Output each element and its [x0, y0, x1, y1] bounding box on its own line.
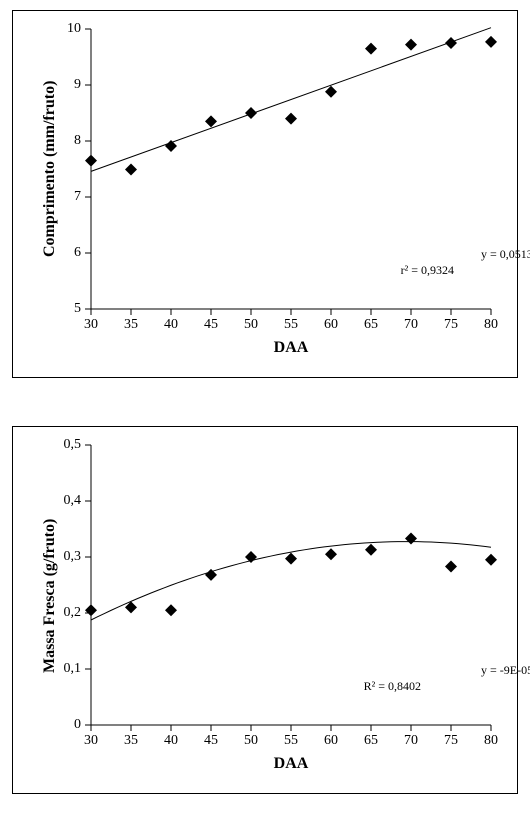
x-tick-label: 45 [204, 733, 218, 749]
x-tick-label: 45 [204, 317, 218, 333]
x-tick-label: 35 [124, 733, 138, 749]
r-squared-text: r² = 0,9324 [401, 263, 454, 278]
y-tick-label: 7 [74, 189, 81, 205]
x-tick-label: 70 [404, 317, 418, 333]
chart-svg [91, 445, 491, 725]
x-tick-label: 40 [164, 317, 178, 333]
y-tick-label: 9 [74, 77, 81, 93]
y-tick-label: 0,5 [64, 437, 82, 453]
x-tick-label: 55 [284, 317, 298, 333]
x-tick-label: 60 [324, 733, 338, 749]
x-tick-label: 65 [364, 317, 378, 333]
y-tick-label: 5 [74, 301, 81, 317]
plot-area [91, 445, 491, 725]
x-axis-title: DAA [274, 755, 309, 773]
x-tick-label: 30 [84, 317, 98, 333]
y-tick-label: 0,2 [64, 605, 82, 621]
chart-comprimento: Comprimento (mm/fruto) DAA y = 0,0513x +… [12, 10, 518, 378]
x-tick-label: 80 [484, 317, 498, 333]
x-tick-label: 55 [284, 733, 298, 749]
y-axis-title: Comprimento (mm/fruto) [41, 81, 59, 257]
x-tick-label: 35 [124, 317, 138, 333]
x-tick-label: 75 [444, 317, 458, 333]
chart-massa-fresca: Massa Fresca (g/fruto) DAA y = -9E-05x² … [12, 426, 518, 794]
y-axis-title: Massa Fresca (g/fruto) [41, 519, 59, 673]
y-tick-label: 0,1 [64, 661, 82, 677]
x-tick-label: 30 [84, 733, 98, 749]
r-squared-text: R² = 0,8402 [364, 679, 421, 694]
x-tick-label: 80 [484, 733, 498, 749]
y-tick-label: 6 [74, 245, 81, 261]
x-tick-label: 75 [444, 733, 458, 749]
x-tick-label: 50 [244, 733, 258, 749]
y-tick-label: 0,3 [64, 549, 82, 565]
x-tick-label: 40 [164, 733, 178, 749]
x-tick-label: 50 [244, 317, 258, 333]
y-tick-label: 10 [67, 21, 81, 37]
y-tick-label: 0 [74, 717, 81, 733]
x-tick-label: 65 [364, 733, 378, 749]
x-tick-label: 70 [404, 733, 418, 749]
page: Comprimento (mm/fruto) DAA y = 0,0513x +… [0, 0, 530, 820]
x-tick-label: 60 [324, 317, 338, 333]
y-tick-label: 8 [74, 133, 81, 149]
y-tick-label: 0,4 [64, 493, 82, 509]
x-axis-title: DAA [274, 339, 309, 357]
